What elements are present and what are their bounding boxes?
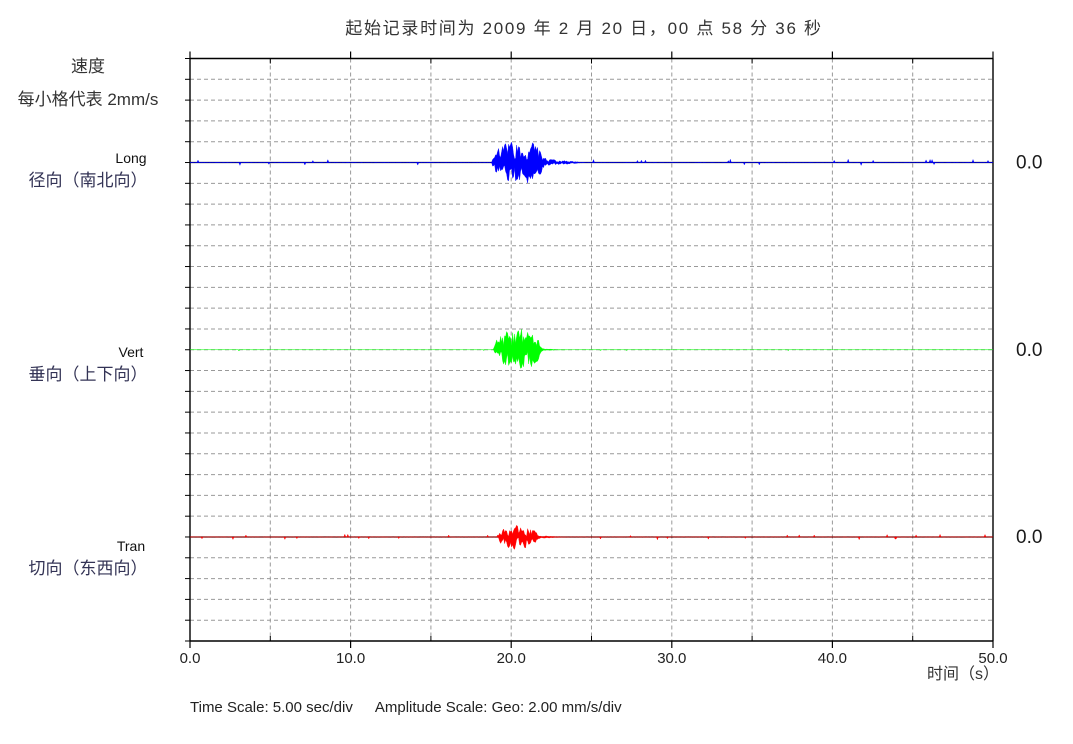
svg-text:每小格代表 2mm/s: 每小格代表 2mm/s: [18, 90, 159, 109]
svg-text:速度: 速度: [71, 57, 105, 76]
svg-text:Tran: Tran: [117, 538, 145, 554]
svg-text:切向（东西向）: 切向（东西向）: [29, 559, 148, 578]
svg-text:0.0: 0.0: [1016, 153, 1042, 174]
svg-text:时间（s）: 时间（s）: [927, 665, 999, 683]
svg-text:Vert: Vert: [119, 344, 144, 360]
svg-text:10.0: 10.0: [336, 650, 365, 667]
svg-text:起始记录时间为 2009 年 2 月 20 日，00 点 5: 起始记录时间为 2009 年 2 月 20 日，00 点 58 分 36 秒: [345, 19, 822, 38]
svg-text:20.0: 20.0: [497, 650, 526, 667]
svg-text:垂向（上下向）: 垂向（上下向）: [29, 365, 148, 384]
svg-text:0.0: 0.0: [1016, 340, 1042, 361]
svg-text:50.0: 50.0: [978, 650, 1007, 667]
svg-text:Long: Long: [115, 150, 146, 166]
svg-text:径向（南北向）: 径向（南北向）: [29, 171, 148, 190]
svg-text:40.0: 40.0: [818, 650, 847, 667]
svg-text:0.0: 0.0: [180, 650, 201, 667]
svg-text:30.0: 30.0: [657, 650, 686, 667]
svg-text:0.0: 0.0: [1016, 527, 1042, 548]
